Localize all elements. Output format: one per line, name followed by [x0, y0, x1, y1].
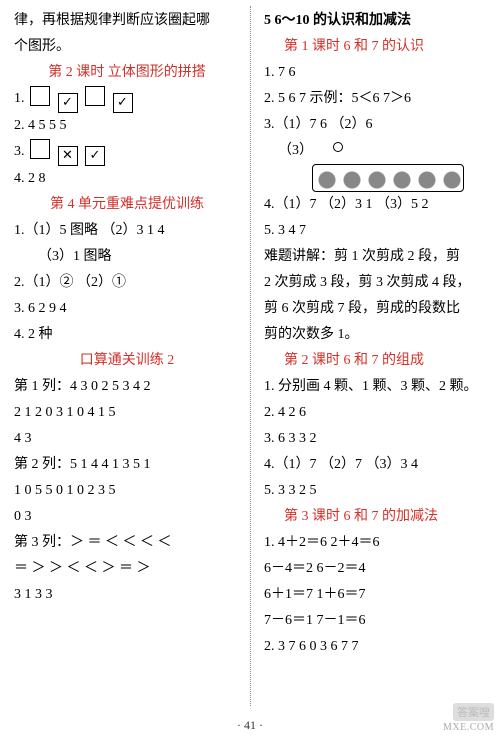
checkbox: [30, 86, 50, 106]
q1: 1. ✓ ✓: [14, 86, 240, 113]
left-column: 律，再根据规律判断应该圈起哪 个图形。 第 2 课时 立体图形的拼搭 1. ✓ …: [0, 0, 250, 739]
heading-lesson2r: 第 2 课时 6 和 7 的组成: [264, 348, 490, 374]
checkbox: ✕: [58, 146, 78, 166]
checkbox: ✓: [58, 93, 78, 113]
c3: 3. 6 3 3 2: [264, 426, 490, 452]
heading-lesson2: 第 2 课时 立体图形的拼搭: [14, 60, 240, 86]
heading-unit4: 第 4 单元重难点提优训练: [14, 192, 240, 218]
heading-lesson1r: 第 1 课时 6 和 7 的认识: [264, 34, 490, 60]
c5: 5. 3 3 2 5: [264, 478, 490, 504]
hard1: 难题讲解：剪 1 次剪成 2 段，剪: [264, 244, 490, 270]
checkbox: [30, 139, 50, 159]
r3b-prefix: （3）: [278, 143, 313, 158]
r4: 4.（1）7 （2）3 1 （3）5 2: [264, 192, 490, 218]
c2: 2. 4 2 6: [264, 400, 490, 426]
train-row: 第 1 列：4 3 0 2 5 3 4 2: [14, 374, 240, 400]
c4: 4.（1）7 （2）7 （3）3 4: [264, 452, 490, 478]
u4-4: 4. 2 种: [14, 322, 240, 348]
intro-line: 律，再根据规律判断应该圈起哪: [14, 8, 240, 34]
e1: 1. 4＋2＝6 2＋4＝6: [264, 530, 490, 556]
heading-train: 口算通关训练 2: [14, 348, 240, 374]
chicks-illustration: [312, 164, 464, 192]
train-row: ＝ ＞ ＞ ＜ ＜ ＞ ＝ ＞: [14, 556, 240, 582]
c1: 1. 分别画 4 颗、1 颗、3 颗、2 颗。: [264, 374, 490, 400]
watermark-badge: 答案嗖: [453, 703, 494, 721]
r3a: 3.（1）7 6 （2）6: [264, 112, 490, 138]
hard3: 剪 6 次剪成 7 段，剪成的段数比: [264, 296, 490, 322]
train-row: 0 3: [14, 504, 240, 530]
r3b: （3）: [264, 138, 490, 164]
e3: 6＋1＝7 1＋6＝7: [264, 582, 490, 608]
train-row: 4 3: [14, 426, 240, 452]
hard4: 剪的次数多 1。: [264, 322, 490, 348]
q4: 4. 2 8: [14, 166, 240, 192]
e5: 2. 3 7 6 0 3 6 7 7: [264, 634, 490, 660]
page-footer: · 41 ·: [0, 718, 500, 733]
u4-1b: （3）1 图略: [14, 244, 240, 270]
r2: 2. 5 6 7 示例：5＜6 7＞6: [264, 86, 490, 112]
intro-line: 个图形。: [14, 34, 240, 60]
q1-prefix: 1.: [14, 91, 28, 106]
e4: 7－6＝1 7－1＝6: [264, 608, 490, 634]
right-column: 5 6～10 的认识和加减法 第 1 课时 6 和 7 的认识 1. 7 6 2…: [250, 0, 500, 739]
page-container: 律，再根据规律判断应该圈起哪 个图形。 第 2 课时 立体图形的拼搭 1. ✓ …: [0, 0, 500, 739]
train-row: 1 0 5 5 0 1 0 2 3 5: [14, 478, 240, 504]
column-divider: [250, 6, 251, 706]
heading-lesson3r: 第 3 课时 6 和 7 的加减法: [264, 504, 490, 530]
train-row: 第 2 列：5 1 4 4 1 3 5 1: [14, 452, 240, 478]
q3: 3. ✕ ✓: [14, 139, 240, 166]
circle-icon: [333, 142, 343, 152]
checkbox: ✓: [113, 93, 133, 113]
e2: 6－4＝2 6－2＝4: [264, 556, 490, 582]
train-row: 2 1 2 0 3 1 0 4 1 5: [14, 400, 240, 426]
q2: 2. 4 5 5 5: [14, 113, 240, 139]
u4-3: 3. 6 2 9 4: [14, 296, 240, 322]
r5: 5. 3 4 7: [264, 218, 490, 244]
train-row: 第 3 列：＞ ＝ ＜ ＜ ＜ ＜: [14, 530, 240, 556]
hard2: 2 次剪成 3 段，剪 3 次剪成 4 段，: [264, 270, 490, 296]
train-row: 3 1 3 3: [14, 582, 240, 608]
u4-1a: 1.（1）5 图略 （2）3 1 4: [14, 218, 240, 244]
r1: 1. 7 6: [264, 60, 490, 86]
chicks-row: [264, 164, 490, 192]
heading-chapter5: 5 6～10 的认识和加减法: [264, 8, 490, 34]
q3-prefix: 3.: [14, 144, 28, 159]
u4-2: 2.（1）② （2）①: [14, 270, 240, 296]
checkbox: ✓: [85, 146, 105, 166]
watermark-text: MXE.COM: [443, 722, 494, 733]
checkbox: [85, 86, 105, 106]
